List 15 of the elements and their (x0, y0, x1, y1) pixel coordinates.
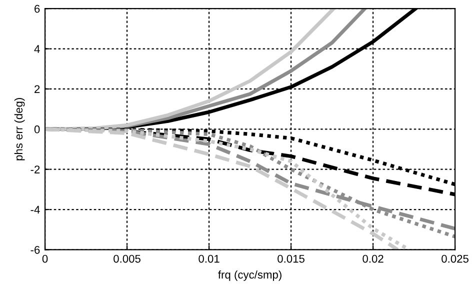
y-axis-title: phs err (deg) (14, 98, 25, 160)
y-tick-label: 0 (34, 125, 40, 134)
y-tick-label: 6 (34, 4, 40, 13)
x-axis-title: frq (cyc/smp) (218, 270, 282, 281)
y-tick-label: -4 (30, 206, 40, 214)
y-tick-label: -6 (30, 246, 40, 254)
x-tick-label: 0 (42, 254, 48, 263)
y-tick-label: 2 (34, 85, 40, 93)
x-tick-label: 0.025 (442, 254, 468, 263)
x-tick-label: 0.02 (362, 254, 384, 263)
y-tick-label: 4 (34, 45, 40, 53)
x-tick-label: 0.005 (114, 254, 140, 263)
y-tick-label: -2 (30, 166, 40, 174)
x-tick-label: 0.01 (198, 254, 220, 263)
x-tick-label: 0.015 (278, 254, 304, 263)
